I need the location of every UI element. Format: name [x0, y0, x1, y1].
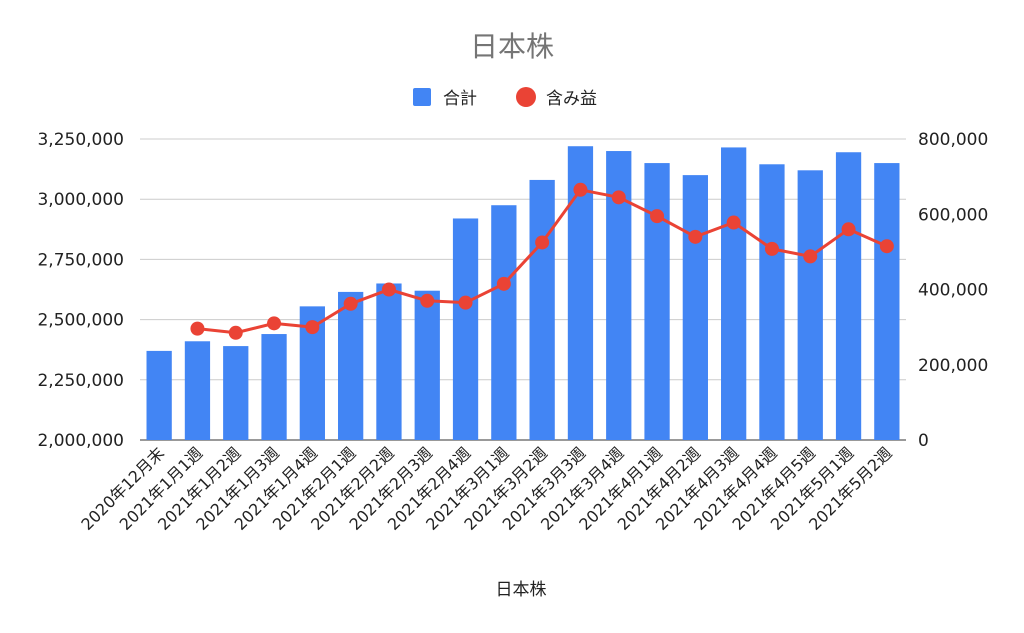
line-point: [343, 296, 358, 311]
right-axis-tick-label: 400,000: [918, 281, 988, 301]
right-axis-tick-label: 0: [918, 431, 929, 451]
right-axis-tick-label: 800,000: [918, 130, 988, 150]
legend: 合計 含み益: [413, 87, 597, 109]
line-point: [420, 293, 435, 308]
left-axis-ticks: 2,000,000 2,250,000 2,500,000 2,750,000 3,00…: [37, 130, 124, 451]
x-axis-label: 日本株: [496, 580, 547, 600]
bar: [759, 164, 785, 440]
left-axis-tick-label: 3,250,000: [37, 130, 124, 150]
bar: [721, 147, 747, 441]
bar: [414, 290, 440, 440]
line-point: [611, 190, 626, 205]
line-point: [573, 182, 588, 197]
left-axis-tick-label: 2,000,000: [37, 431, 124, 451]
legend-swatch-unrealized-gain: [516, 87, 536, 107]
bar: [452, 218, 479, 440]
bar: [835, 152, 862, 440]
line-point: [305, 320, 320, 335]
line-point: [803, 249, 818, 264]
line-point: [267, 316, 282, 331]
line-point: [535, 235, 550, 250]
bar: [184, 341, 211, 440]
legend-swatch-total: [413, 88, 431, 106]
bar: [223, 346, 249, 440]
line-point: [764, 241, 779, 256]
left-axis-tick-label: 2,500,000: [37, 311, 124, 331]
category-labels: 2020年12月末2021年1月1週2021年1月2週2021年1月3週2021…: [77, 443, 895, 534]
bar: [644, 163, 670, 440]
line-point: [458, 295, 473, 310]
line-point: [879, 239, 894, 254]
legend-label-total: 合計: [443, 89, 477, 109]
bar: [874, 163, 900, 440]
line-point: [228, 325, 243, 340]
line-series-unrealized-gain: [190, 182, 894, 340]
bar: [376, 283, 402, 440]
line-point: [650, 209, 665, 224]
line-point: [841, 222, 856, 237]
right-axis-tick-label: 600,000: [918, 205, 988, 225]
bar: [797, 170, 823, 440]
bar: [682, 175, 708, 440]
left-axis-tick-label: 3,000,000: [37, 190, 124, 210]
bar: [529, 179, 555, 440]
bar: [491, 205, 517, 440]
chart-title: 日本株: [470, 30, 554, 63]
line-point: [381, 282, 396, 297]
bar-series-total: [146, 146, 900, 441]
line-point: [726, 215, 741, 230]
legend-label-unrealized-gain: 含み益: [546, 89, 597, 109]
bar: [338, 291, 364, 440]
line-point: [688, 229, 703, 244]
bar: [261, 334, 287, 440]
right-axis-tick-label: 200,000: [918, 356, 988, 376]
left-axis-tick-label: 2,750,000: [37, 250, 124, 270]
left-axis-tick-label: 2,250,000: [37, 371, 124, 391]
right-axis-ticks: 0 200,000 400,000 600,000 800,000: [918, 130, 988, 451]
bar: [146, 350, 172, 440]
gridlines: [140, 138, 906, 441]
line-point: [496, 276, 511, 291]
line-point: [190, 321, 205, 336]
